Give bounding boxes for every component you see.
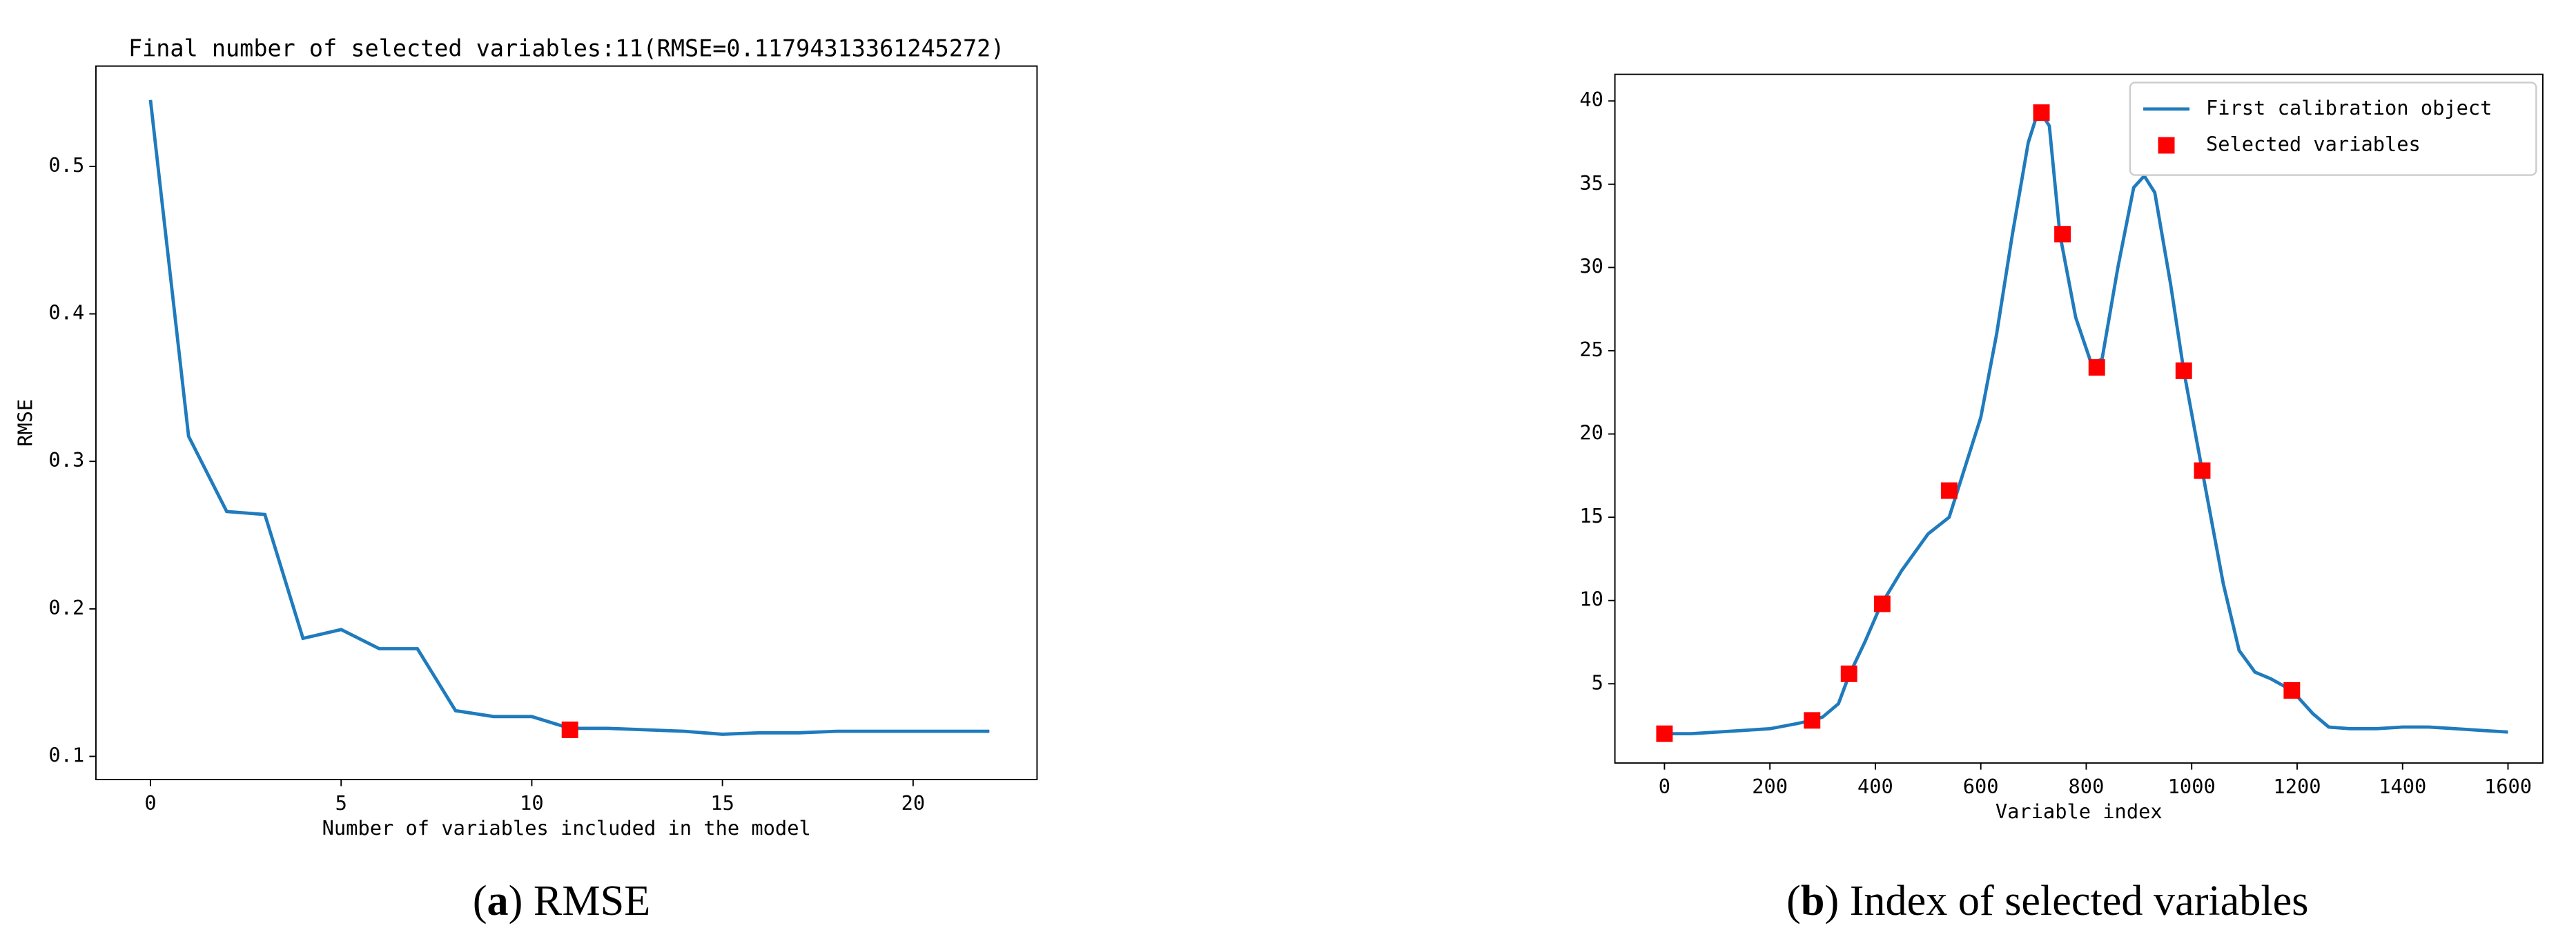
y-tick-label: 0.4	[48, 301, 84, 325]
marker	[2088, 359, 2105, 376]
caption-part: ) Index of selected variables	[1824, 878, 2308, 925]
x-tick-label: 400	[1857, 775, 1893, 798]
marker	[1656, 725, 1673, 742]
marker	[2194, 462, 2211, 479]
x-tick-label: 1200	[2273, 775, 2321, 798]
x-tick-label: 1600	[2484, 775, 2532, 798]
chart-title: Final number of selected variables:11(RM…	[128, 35, 1004, 61]
marker	[1804, 712, 1821, 729]
y-tick-label: 0.5	[48, 153, 84, 177]
marker	[2283, 681, 2301, 699]
data-line	[1664, 105, 2508, 736]
y-tick-label: 40	[1579, 88, 1603, 111]
x-tick-label: 600	[1963, 775, 1999, 798]
legend-label: Selected variables	[2206, 132, 2421, 155]
marker	[1940, 482, 1958, 499]
x-tick-label: 15	[710, 791, 734, 815]
x-tick-label: 800	[2069, 775, 2105, 798]
caption-part: ) RMSE	[509, 878, 651, 925]
marker	[2054, 226, 2071, 243]
y-axis-label: RMSE	[14, 399, 37, 447]
caption: (a) RMSE	[473, 878, 650, 925]
y-tick-label: 10	[1579, 588, 1603, 611]
x-tick-label: 5	[335, 791, 347, 815]
x-tick-label: 20	[901, 791, 926, 815]
marker	[2033, 104, 2050, 122]
marker	[1840, 665, 1857, 682]
y-tick-label: 15	[1579, 504, 1603, 528]
y-tick-label: 5	[1592, 670, 1603, 694]
x-tick-label: 1400	[2379, 775, 2426, 798]
plot-frame	[1614, 73, 2544, 764]
x-axis-label: Variable index	[1996, 800, 2163, 823]
legend-box	[2129, 81, 2537, 176]
marker	[561, 722, 578, 738]
y-tick-label: 0.3	[48, 448, 84, 472]
caption-part: a	[487, 878, 509, 925]
x-tick-label: 1000	[2168, 775, 2216, 798]
x-tick-label: 200	[1752, 775, 1788, 798]
y-tick-label: 30	[1579, 254, 1603, 278]
marker	[1873, 595, 1891, 612]
y-tick-label: 35	[1579, 171, 1603, 195]
legend-marker	[2158, 137, 2175, 154]
x-tick-label: 0	[1659, 775, 1670, 798]
caption: (b) Index of selected variables	[1786, 878, 2308, 925]
marker	[2175, 362, 2192, 379]
y-tick-label: 20	[1579, 421, 1603, 445]
y-tick-label: 0.1	[48, 743, 84, 766]
chart: 0 5 10 15 20 0.1 0.2 0.3 0.4 0.5 Final number of s…	[14, 35, 1038, 925]
x-tick-label: 10	[520, 791, 544, 815]
plot-frame	[95, 65, 1038, 780]
y-tick-label: 0.2	[48, 596, 84, 619]
x-tick-label: 0	[144, 791, 156, 815]
y-tick-label: 25	[1579, 338, 1603, 361]
chart: 0 200 400 600 800 1000 1200 1400 1600 5 10 15 20 25 30…	[1579, 73, 2544, 925]
x-axis-label: Number of variables included in the mode…	[322, 816, 811, 840]
caption-part: (	[473, 878, 487, 925]
legend-label: First calibration object	[2206, 96, 2492, 119]
data-line	[148, 99, 990, 736]
caption-part: (	[1786, 878, 1801, 925]
caption-part: b	[1801, 878, 1825, 925]
